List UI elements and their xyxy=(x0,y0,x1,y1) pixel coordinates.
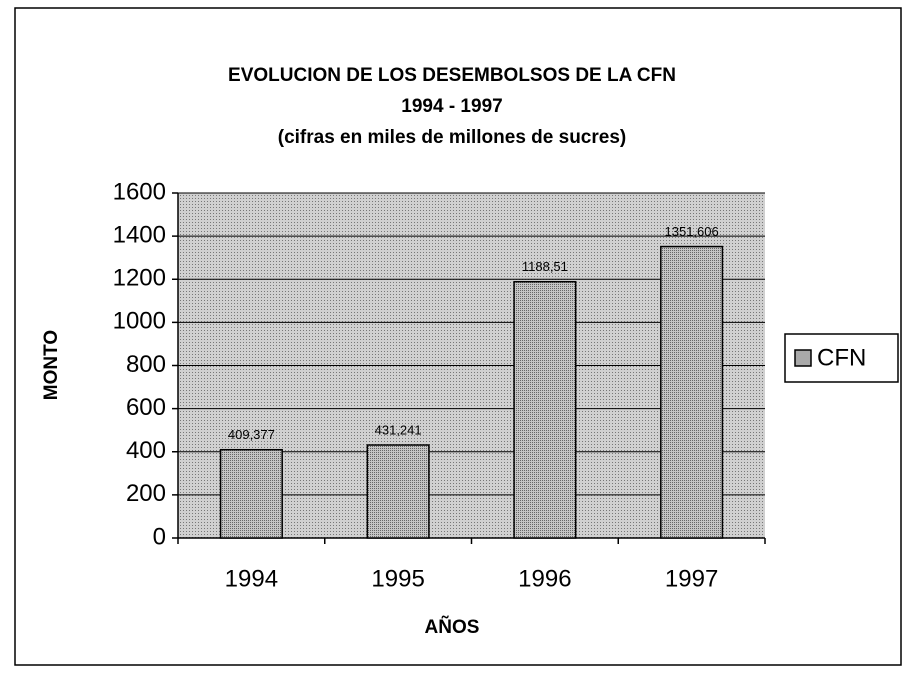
y-axis-title: MONTO xyxy=(41,330,62,400)
bar xyxy=(513,280,577,539)
y-tick-label: 1200 xyxy=(113,265,166,292)
data-label: 431,241 xyxy=(375,422,422,437)
x-axis-title: AÑOS xyxy=(425,616,480,638)
data-label: 409,377 xyxy=(228,427,275,442)
data-label: 1351,606 xyxy=(665,224,719,239)
chart-subtitle: (cifras en miles de millones de sucres) xyxy=(278,127,626,148)
y-tick-label: 400 xyxy=(126,437,166,464)
chart-subtitle: 1994 - 1997 xyxy=(401,96,502,117)
bar xyxy=(219,448,283,539)
bar xyxy=(366,444,430,539)
chart-border xyxy=(14,7,902,666)
y-tick-label: 600 xyxy=(126,394,166,421)
x-tick-label: 1997 xyxy=(665,565,718,592)
x-tick-label: 1995 xyxy=(371,565,424,592)
y-tick-label: 1600 xyxy=(113,178,166,205)
y-tick-label: 200 xyxy=(126,480,166,507)
y-tick-label: 1400 xyxy=(113,221,166,248)
x-tick-label: 1996 xyxy=(518,565,571,592)
legend-swatch xyxy=(794,349,812,367)
legend-label: CFN xyxy=(817,344,866,371)
chart-title: EVOLUCION DE LOS DESEMBOLSOS DE LA CFN xyxy=(228,65,676,86)
y-tick-label: 1000 xyxy=(113,308,166,335)
y-tick-label: 0 xyxy=(153,523,166,550)
x-tick-label: 1994 xyxy=(225,565,278,592)
y-tick-label: 800 xyxy=(126,351,166,378)
bar xyxy=(660,245,724,539)
data-label: 1188,51 xyxy=(522,259,568,274)
